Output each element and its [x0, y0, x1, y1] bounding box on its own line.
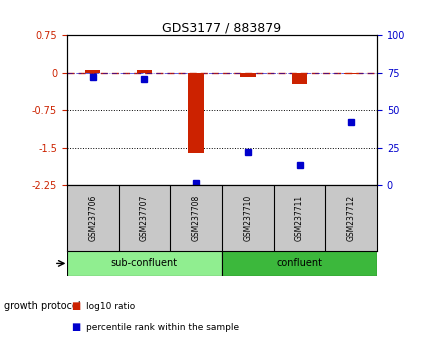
Bar	[240, 73, 255, 77]
Text: ■: ■	[71, 301, 80, 311]
FancyBboxPatch shape	[221, 251, 376, 276]
Text: confluent: confluent	[276, 258, 322, 268]
Text: GSM237710: GSM237710	[243, 195, 252, 241]
Bar	[188, 73, 203, 153]
Text: log10 ratio: log10 ratio	[86, 302, 135, 311]
Text: GSM237712: GSM237712	[346, 195, 355, 241]
Text: GSM237706: GSM237706	[88, 195, 97, 241]
Title: GDS3177 / 883879: GDS3177 / 883879	[162, 21, 281, 34]
Bar	[136, 70, 152, 73]
Text: sub-confluent: sub-confluent	[111, 258, 178, 268]
Text: growth protocol: growth protocol	[4, 301, 81, 311]
FancyBboxPatch shape	[67, 251, 221, 276]
Bar	[85, 70, 100, 73]
Bar	[343, 73, 358, 74]
Text: GSM237707: GSM237707	[140, 195, 148, 241]
Bar	[291, 73, 307, 84]
Text: ■: ■	[71, 322, 80, 332]
Text: GSM237711: GSM237711	[295, 195, 303, 241]
Text: GSM237708: GSM237708	[191, 195, 200, 241]
Text: percentile rank within the sample: percentile rank within the sample	[86, 323, 239, 332]
